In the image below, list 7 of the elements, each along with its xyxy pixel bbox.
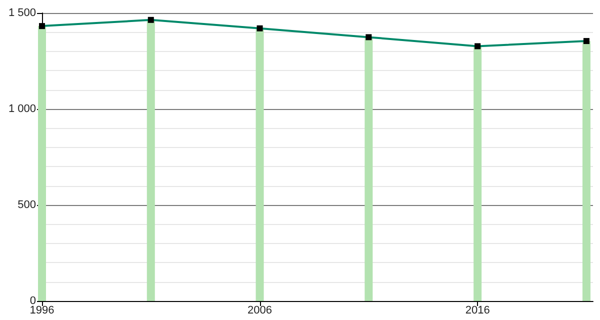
x-tick-label: 2006: [248, 304, 272, 316]
x-tick-label: 2016: [465, 304, 490, 316]
y-tick-label: 1 500: [8, 7, 36, 19]
y-tick-label: 0: [30, 295, 36, 307]
y-tick-label: 500: [18, 199, 36, 211]
x-tick-label: 1996: [30, 304, 54, 316]
y-tick-label: 1 000: [8, 103, 36, 115]
